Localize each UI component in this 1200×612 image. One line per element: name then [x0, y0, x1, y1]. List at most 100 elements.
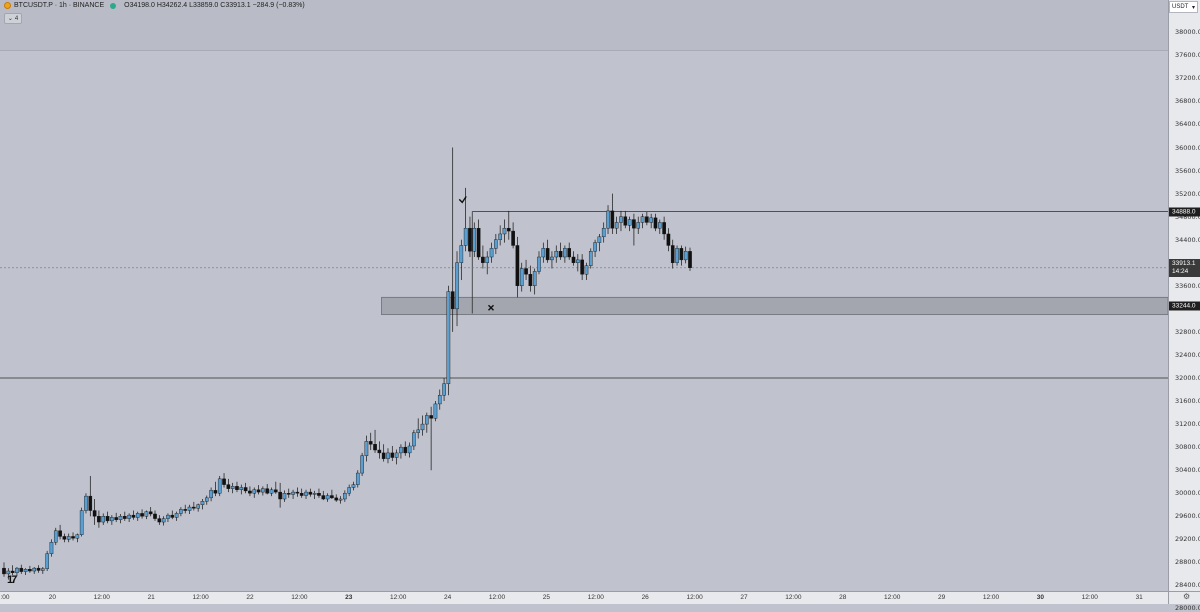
markers-layer — [458, 195, 494, 311]
candle-body — [196, 504, 200, 509]
candle-body — [28, 569, 32, 572]
price-tick-label: 31600.0 — [1175, 397, 1200, 406]
candle — [476, 219, 481, 260]
time-axis[interactable]: :00 20 12:00 21 12:00 22 12:00 23 12:00 24 12:00 25… — [0, 591, 1168, 604]
candle — [299, 488, 304, 498]
candle — [32, 566, 37, 574]
candle-body — [261, 488, 265, 493]
candle-body — [131, 514, 136, 518]
candle — [364, 435, 369, 462]
candle-body — [144, 511, 149, 517]
price-tick-label: 35600.0 — [1175, 166, 1200, 175]
candle — [192, 501, 196, 511]
candle — [683, 246, 688, 264]
time-tick-label: 12:00 — [982, 594, 1000, 601]
candle — [114, 512, 118, 523]
candle-body — [412, 432, 416, 447]
candle-body — [666, 233, 671, 246]
symbol-legend[interactable]: BTCUSDT.P · 1h · BINANCE O34198.0 H34262… — [4, 2, 305, 9]
candle — [123, 511, 127, 521]
candle-body — [627, 219, 632, 226]
candle — [148, 507, 153, 517]
candle — [243, 482, 248, 494]
candle-body — [485, 256, 490, 263]
candle — [144, 510, 149, 520]
candle — [15, 566, 19, 577]
level-high-price-label: 34888.0 — [1169, 207, 1200, 217]
candle — [265, 484, 269, 495]
candle-body — [593, 242, 597, 252]
price-axis[interactable]: 38000.0 37600.0 37200.0 36800.0 36400.0 36000… — [1168, 0, 1200, 612]
candle-body — [170, 514, 175, 518]
candle-body — [571, 256, 576, 263]
price-tick-label: 30400.0 — [1175, 466, 1200, 475]
candle-body — [192, 506, 196, 509]
candle-body — [632, 219, 636, 229]
candle — [554, 245, 559, 263]
candle-body — [550, 256, 554, 261]
candle-body — [459, 245, 464, 263]
candle-body — [114, 517, 118, 520]
candle-body — [390, 452, 395, 458]
candle — [200, 499, 205, 510]
symbol-title[interactable]: BTCUSDT.P · 1h · BINANCE — [14, 2, 105, 9]
price-tick-label: 38000.0 — [1175, 28, 1200, 37]
candle-body — [347, 487, 351, 494]
time-tick-label: 12:00 — [192, 594, 209, 601]
candle — [187, 504, 192, 514]
settings-icon[interactable]: ⚙ — [1183, 592, 1191, 601]
candle — [217, 475, 222, 497]
candle — [537, 251, 541, 275]
candle-body — [278, 491, 282, 500]
candle — [71, 532, 75, 541]
candle — [632, 213, 636, 246]
candle — [485, 251, 490, 275]
candle — [334, 494, 339, 502]
candle-body — [373, 444, 377, 451]
candle-body — [174, 513, 179, 518]
time-tick-label: 24 — [443, 594, 452, 601]
candle-body — [49, 542, 54, 554]
price-tick-label: 32000.0 — [1175, 374, 1200, 382]
candle-body — [597, 236, 602, 243]
candle-body — [135, 513, 140, 518]
candle-body — [489, 248, 494, 258]
candle-body — [381, 452, 386, 459]
candle-body — [463, 227, 468, 246]
chart-plot[interactable] — [0, 0, 1168, 591]
candle-body — [433, 403, 438, 419]
time-tick-label: 20 — [48, 594, 57, 601]
candle — [204, 495, 209, 505]
candle — [135, 511, 140, 521]
candle — [338, 496, 343, 504]
candle-body — [537, 256, 541, 272]
candle — [399, 444, 403, 459]
candle-body — [636, 222, 641, 229]
indicators-collapse-button[interactable]: ⌄ 4 — [4, 13, 22, 24]
candle — [174, 511, 179, 521]
candle — [420, 415, 425, 436]
price-tick-label: 28000.0 — [1175, 604, 1200, 612]
candle-body — [679, 248, 684, 261]
time-tick-label: 12:00 — [884, 594, 901, 601]
candle-body — [343, 493, 347, 500]
candle — [269, 487, 274, 497]
price-tick-label: 29200.0 — [1175, 535, 1200, 544]
candle-body — [653, 217, 658, 229]
lines-layer — [0, 211, 1168, 379]
tradingview-logo[interactable]: 17 — [7, 574, 17, 586]
currency-selector[interactable]: USDT ▾ — [1169, 1, 1198, 13]
candle — [645, 212, 649, 226]
price-tick-label: 32800.0 — [1175, 327, 1200, 336]
level-low-price-label: 33244.0 — [1169, 301, 1200, 311]
candle — [127, 513, 131, 523]
demand-zone — [381, 296, 1168, 316]
candle — [502, 219, 507, 243]
price-tick-label: 29600.0 — [1175, 512, 1200, 521]
candle — [248, 486, 252, 497]
candle — [347, 484, 351, 497]
bitcoin-icon — [4, 2, 11, 9]
candle — [584, 262, 589, 281]
candle — [545, 239, 550, 263]
indicator-count: 4 — [14, 15, 19, 22]
